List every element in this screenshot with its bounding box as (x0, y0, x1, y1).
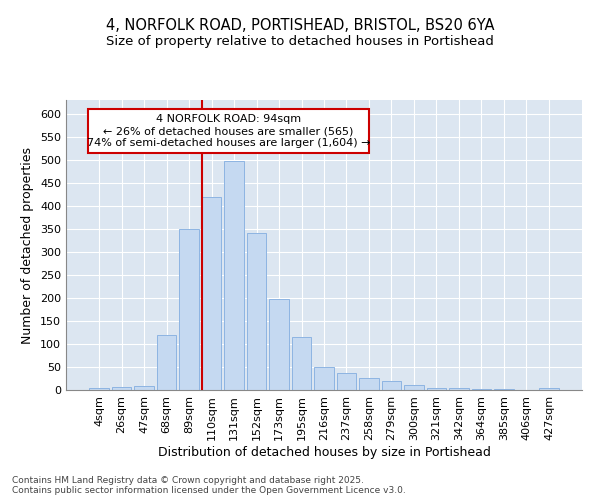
Bar (157, 335, 176, 390)
Bar (494, 389, 514, 390)
Bar (292, 337, 311, 390)
FancyBboxPatch shape (88, 109, 369, 153)
Bar (247, 234, 266, 390)
Text: Contains HM Land Registry data © Crown copyright and database right 2025.
Contai: Contains HM Land Registry data © Crown c… (12, 476, 406, 495)
Y-axis label: Number of detached properties: Number of detached properties (22, 146, 34, 344)
Text: 4, NORFOLK ROAD, PORTISHEAD, BRISTOL, BS20 6YA: 4, NORFOLK ROAD, PORTISHEAD, BRISTOL, BS… (106, 18, 494, 32)
Bar (112, 387, 131, 390)
Bar (134, 386, 154, 390)
Bar (404, 386, 424, 390)
Bar (202, 196, 221, 390)
Bar (269, 300, 289, 390)
Bar (449, 388, 469, 390)
Bar (89, 388, 109, 390)
Bar (224, 161, 244, 390)
Bar (382, 381, 401, 390)
Bar (472, 389, 491, 390)
Bar (314, 367, 334, 390)
Bar (359, 378, 379, 390)
Text: 4 NORFOLK ROAD: 94sqm
← 26% of detached houses are smaller (565)
74% of semi-det: 4 NORFOLK ROAD: 94sqm ← 26% of detached … (86, 114, 370, 148)
Bar (337, 373, 356, 390)
Bar (179, 229, 199, 390)
X-axis label: Distribution of detached houses by size in Portishead: Distribution of detached houses by size … (158, 446, 490, 458)
Text: Size of property relative to detached houses in Portishead: Size of property relative to detached ho… (106, 35, 494, 48)
Bar (539, 388, 559, 390)
Bar (427, 388, 446, 390)
